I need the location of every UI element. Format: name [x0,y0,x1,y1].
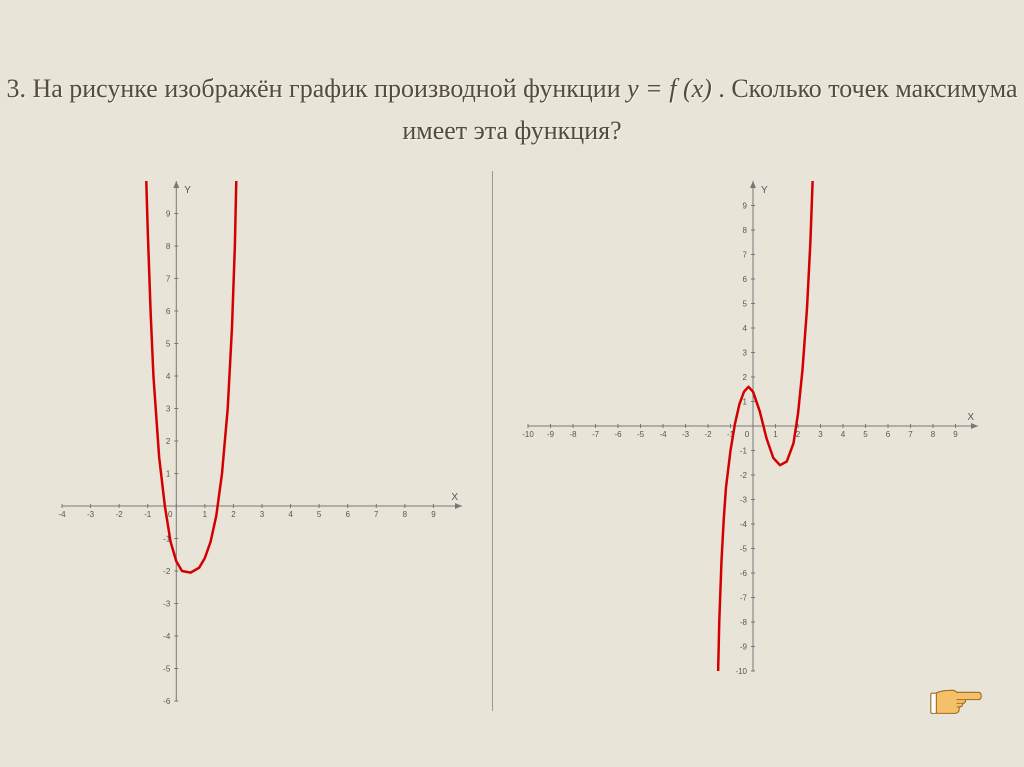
svg-text:8: 8 [930,430,935,439]
svg-text:1: 1 [165,470,170,479]
svg-text:6: 6 [742,275,747,284]
svg-text:1: 1 [742,398,747,407]
svg-text:8: 8 [742,226,747,235]
svg-text:3: 3 [165,405,170,414]
svg-text:7: 7 [742,251,747,260]
svg-text:4: 4 [288,510,293,519]
svg-text:1: 1 [202,510,207,519]
svg-text:5: 5 [863,430,868,439]
svg-text:-10: -10 [735,667,747,676]
svg-text:7: 7 [908,430,913,439]
svg-text:5: 5 [165,340,170,349]
svg-text:8: 8 [402,510,407,519]
svg-text:3: 3 [818,430,823,439]
title-fn: y = f (x) [627,74,712,103]
svg-text:6: 6 [885,430,890,439]
svg-text:0: 0 [168,510,173,519]
chart-right: -10 -9 -8 -7 -6 -5 -4 -3 -2 -1 1 2 3 4 5 6 7 8 9 0 -10 -9 -8 -7… [513,171,993,681]
separator [492,171,493,711]
svg-text:6: 6 [165,307,170,316]
svg-text:-3: -3 [739,496,747,505]
svg-text:-6: -6 [614,430,622,439]
svg-text:-1: -1 [739,447,747,456]
svg-text:9: 9 [742,202,747,211]
svg-text:-2: -2 [163,567,171,576]
problem-title: 3. На рисунке изображён график производн… [0,0,1024,151]
svg-text:-5: -5 [739,545,747,554]
svg-text:-4: -4 [58,510,66,519]
svg-text:-3: -3 [87,510,95,519]
svg-text:X: X [451,492,458,503]
svg-text:7: 7 [374,510,379,519]
svg-text:-2: -2 [704,430,712,439]
svg-text:4: 4 [165,372,170,381]
svg-text:4: 4 [742,324,747,333]
svg-text:2: 2 [165,437,170,446]
svg-text:-2: -2 [115,510,123,519]
svg-text:-3: -3 [163,600,171,609]
svg-text:2: 2 [742,373,747,382]
svg-text:-5: -5 [636,430,644,439]
chart-left: -4-3-2-11234567890-6-5-4-3-2-1123456789X… [32,171,472,711]
svg-text:9: 9 [165,210,170,219]
svg-text:4: 4 [840,430,845,439]
svg-text:X: X [967,412,974,423]
svg-text:-7: -7 [591,430,599,439]
svg-text:7: 7 [165,275,170,284]
svg-text:3: 3 [742,349,747,358]
svg-text:-4: -4 [659,430,667,439]
svg-text:-9: -9 [546,430,554,439]
svg-text:-4: -4 [739,520,747,529]
svg-text:3: 3 [259,510,264,519]
svg-text:8: 8 [165,242,170,251]
svg-text:5: 5 [316,510,321,519]
svg-text:-8: -8 [739,618,747,627]
pointer-hand-icon[interactable] [929,680,984,722]
charts-row: -4-3-2-11234567890-6-5-4-3-2-1123456789X… [0,171,1024,711]
svg-text:-7: -7 [739,594,747,603]
svg-text:-1: -1 [144,510,152,519]
svg-text:5: 5 [742,300,747,309]
svg-text:9: 9 [953,430,958,439]
svg-text:-6: -6 [739,569,747,578]
svg-text:0: 0 [744,430,749,439]
title-prefix: 3. На рисунке изображён график производн… [6,74,627,103]
svg-text:-6: -6 [163,697,171,706]
svg-text:-5: -5 [163,665,171,674]
svg-text:-3: -3 [681,430,689,439]
svg-text:9: 9 [431,510,436,519]
svg-text:-9: -9 [739,643,747,652]
svg-text:1: 1 [773,430,778,439]
svg-text:-8: -8 [569,430,577,439]
svg-text:-2: -2 [739,471,747,480]
svg-text:-10: -10 [522,430,534,439]
svg-text:Y: Y [761,185,768,196]
svg-text:-4: -4 [163,632,171,641]
svg-text:2: 2 [231,510,236,519]
svg-text:6: 6 [345,510,350,519]
svg-text:Y: Y [184,185,191,196]
